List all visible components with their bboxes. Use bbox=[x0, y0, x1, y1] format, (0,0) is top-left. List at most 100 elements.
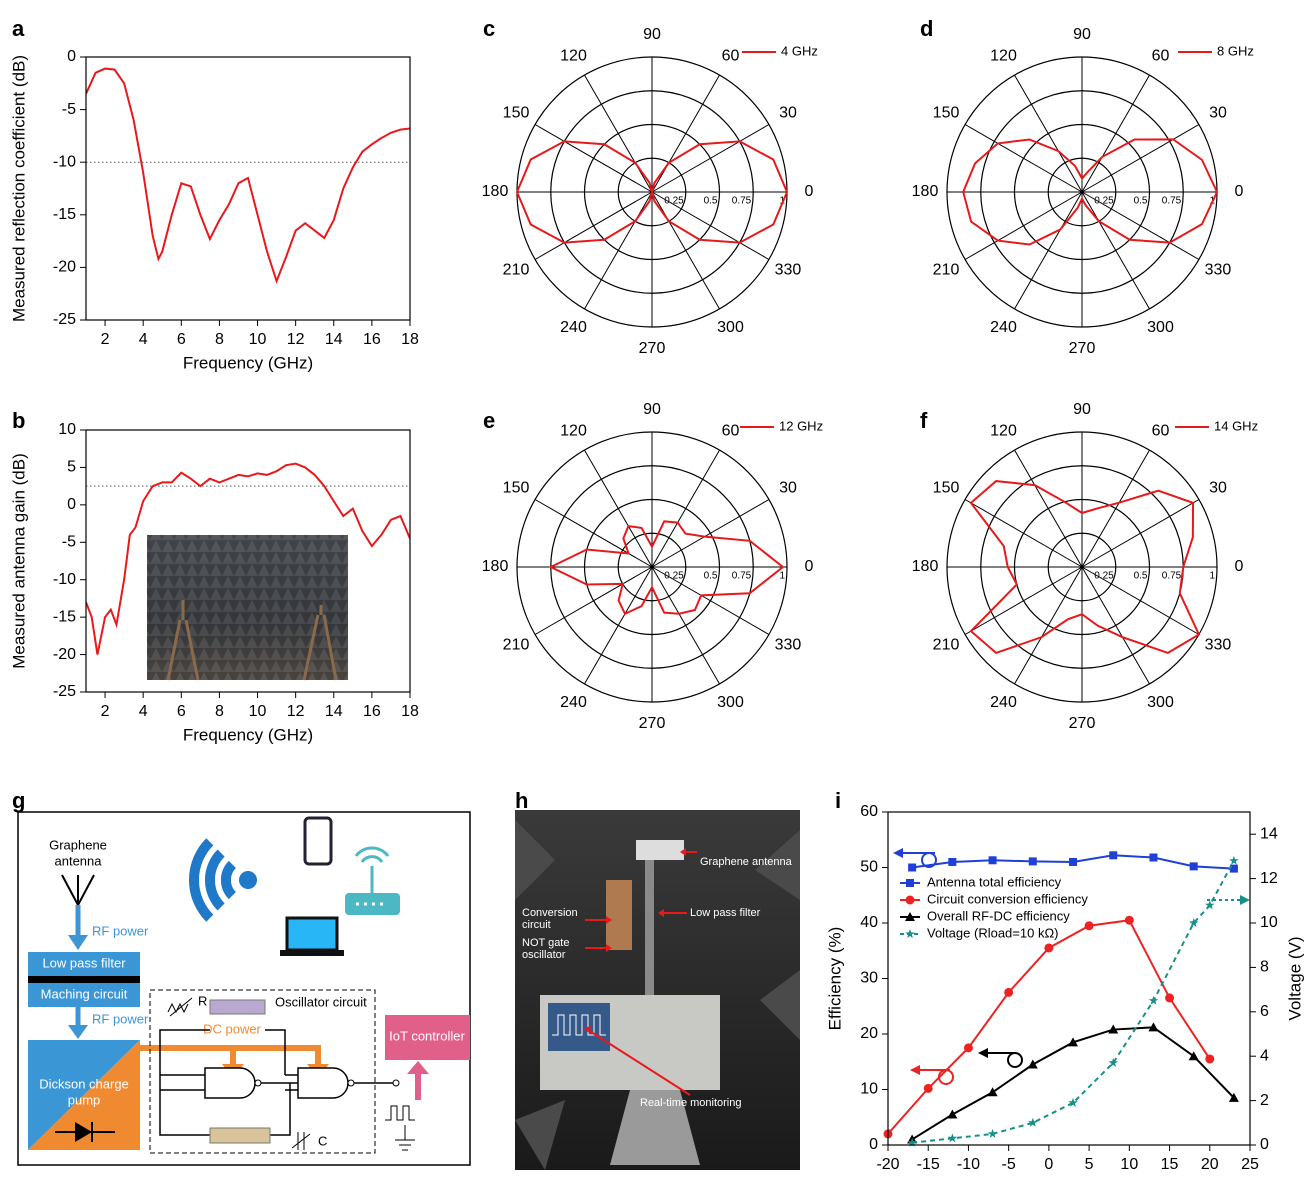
theta-tick-label: 270 bbox=[1069, 340, 1096, 357]
theta-tick-label: 210 bbox=[933, 262, 960, 279]
plot-frame bbox=[85, 429, 411, 693]
theta-tick-label: 240 bbox=[560, 694, 587, 711]
series-line bbox=[86, 462, 410, 655]
x-tick-label: 25 bbox=[1241, 1156, 1259, 1173]
photo-label: Real-time monitoring bbox=[640, 1097, 741, 1109]
x-tick-label: 16 bbox=[363, 331, 381, 348]
axis-indicators bbox=[893, 848, 1250, 1085]
theta-tick-label: 240 bbox=[990, 319, 1017, 336]
y2-tick-label: 10 bbox=[1260, 914, 1278, 931]
x-tick-label: 18 bbox=[401, 331, 419, 348]
r-tick-label: 0.25 bbox=[1094, 571, 1114, 582]
marker bbox=[1148, 1022, 1159, 1032]
spoke bbox=[534, 124, 653, 193]
theta-tick-label: 270 bbox=[639, 715, 666, 732]
antenna-label: Graphene bbox=[49, 837, 107, 852]
theta-tick-label: 90 bbox=[643, 26, 661, 43]
x-tick-label: 12 bbox=[287, 331, 305, 348]
photo-absorber bbox=[515, 820, 800, 1170]
x-tick-label: 2 bbox=[101, 703, 110, 720]
wifi-icon bbox=[239, 871, 257, 889]
antenna-label: antenna bbox=[55, 853, 103, 868]
spoke bbox=[1081, 566, 1150, 685]
r-tick-label: 0.75 bbox=[732, 196, 752, 207]
spoke bbox=[1081, 124, 1200, 193]
indicator-arrow bbox=[1240, 895, 1250, 905]
matching-label: Maching circuit bbox=[41, 986, 128, 1001]
divider bbox=[28, 976, 140, 983]
photo-label: Conversion bbox=[522, 907, 578, 919]
photo-label: Low pass filter bbox=[690, 907, 761, 919]
diagram-frame bbox=[17, 811, 471, 1166]
theta-tick-label: 180 bbox=[482, 183, 509, 200]
y-tick-label: -20 bbox=[53, 259, 76, 276]
spoke bbox=[1081, 191, 1150, 310]
y-tick-label: 0 bbox=[869, 1136, 878, 1153]
theta-tick-label: 120 bbox=[990, 47, 1017, 64]
y2-tick-label: 6 bbox=[1260, 1003, 1269, 1020]
indicator-arrow bbox=[910, 1065, 920, 1075]
y-tick-label: -20 bbox=[53, 646, 76, 663]
marker bbox=[1004, 987, 1014, 997]
y-axis-label: Measured antenna gain (dB) bbox=[9, 453, 28, 668]
theta-tick-label: 150 bbox=[503, 105, 530, 122]
indicator-circle bbox=[1007, 1052, 1023, 1068]
theta-tick-label: 30 bbox=[779, 480, 797, 497]
marker bbox=[948, 857, 957, 866]
marker bbox=[1228, 1092, 1239, 1102]
y2-tick-label: 2 bbox=[1260, 1092, 1269, 1109]
spoke bbox=[651, 74, 720, 193]
antenna-symbol bbox=[61, 874, 95, 908]
spoke bbox=[1081, 191, 1200, 260]
marker bbox=[1124, 915, 1134, 925]
marker bbox=[907, 1137, 917, 1147]
oscillator-label: Oscillator circuit bbox=[275, 994, 367, 1009]
legend-marker bbox=[905, 929, 915, 938]
marker bbox=[947, 1109, 958, 1119]
y-tick-label: 5 bbox=[67, 459, 76, 476]
series-line bbox=[86, 67, 410, 285]
x-tick-label: -15 bbox=[917, 1156, 940, 1173]
x-tick-label: 6 bbox=[177, 703, 186, 720]
photo-base bbox=[610, 1090, 700, 1165]
spoke bbox=[584, 449, 653, 568]
inset-photo bbox=[147, 535, 348, 681]
theta-tick-label: 300 bbox=[717, 319, 744, 336]
marker bbox=[987, 1128, 998, 1138]
x-tick-label: 15 bbox=[1161, 1156, 1179, 1173]
photo-screen bbox=[548, 1003, 610, 1051]
photo-circuit bbox=[606, 880, 632, 950]
filter-label: Low pass filter bbox=[42, 955, 126, 970]
panel-letter: b bbox=[12, 408, 25, 433]
x-tick-label: 8 bbox=[215, 703, 224, 720]
theta-tick-label: 120 bbox=[990, 422, 1017, 439]
photo-arrow bbox=[585, 851, 697, 1096]
marker bbox=[1188, 1051, 1199, 1061]
capacitor-chip bbox=[209, 1127, 271, 1144]
panel-letter: f bbox=[920, 408, 928, 433]
legend-label: Voltage (Rload=10 kΩ) bbox=[927, 925, 1059, 940]
photo-antenna bbox=[636, 840, 684, 860]
theta-tick-label: 120 bbox=[560, 422, 587, 439]
panel-letter: i bbox=[835, 788, 841, 813]
theta-tick-label: 180 bbox=[912, 558, 939, 575]
wifi-icon bbox=[188, 838, 237, 922]
y-axis-label: Efficiency (%) bbox=[825, 927, 844, 1031]
marker bbox=[1189, 862, 1198, 871]
y-tick-label: -15 bbox=[53, 608, 76, 625]
theta-tick-label: 180 bbox=[912, 183, 939, 200]
x-tick-label: 16 bbox=[363, 703, 381, 720]
theta-tick-label: 180 bbox=[482, 558, 509, 575]
x-tick-label: -5 bbox=[1002, 1156, 1016, 1173]
series-line bbox=[962, 138, 1219, 246]
photo-h: h Graphene antenna Conversion circuit Lo… bbox=[515, 788, 800, 1170]
y-tick-label: -15 bbox=[53, 206, 76, 223]
spoke bbox=[1014, 191, 1083, 310]
x-tick-label: 14 bbox=[325, 331, 343, 348]
panel-letter: h bbox=[515, 788, 528, 813]
pump-box bbox=[28, 1040, 140, 1150]
theta-tick-label: 30 bbox=[1209, 480, 1227, 497]
arrow-head bbox=[407, 1061, 429, 1074]
panel-letter: c bbox=[483, 16, 495, 41]
spoke bbox=[1081, 499, 1200, 568]
